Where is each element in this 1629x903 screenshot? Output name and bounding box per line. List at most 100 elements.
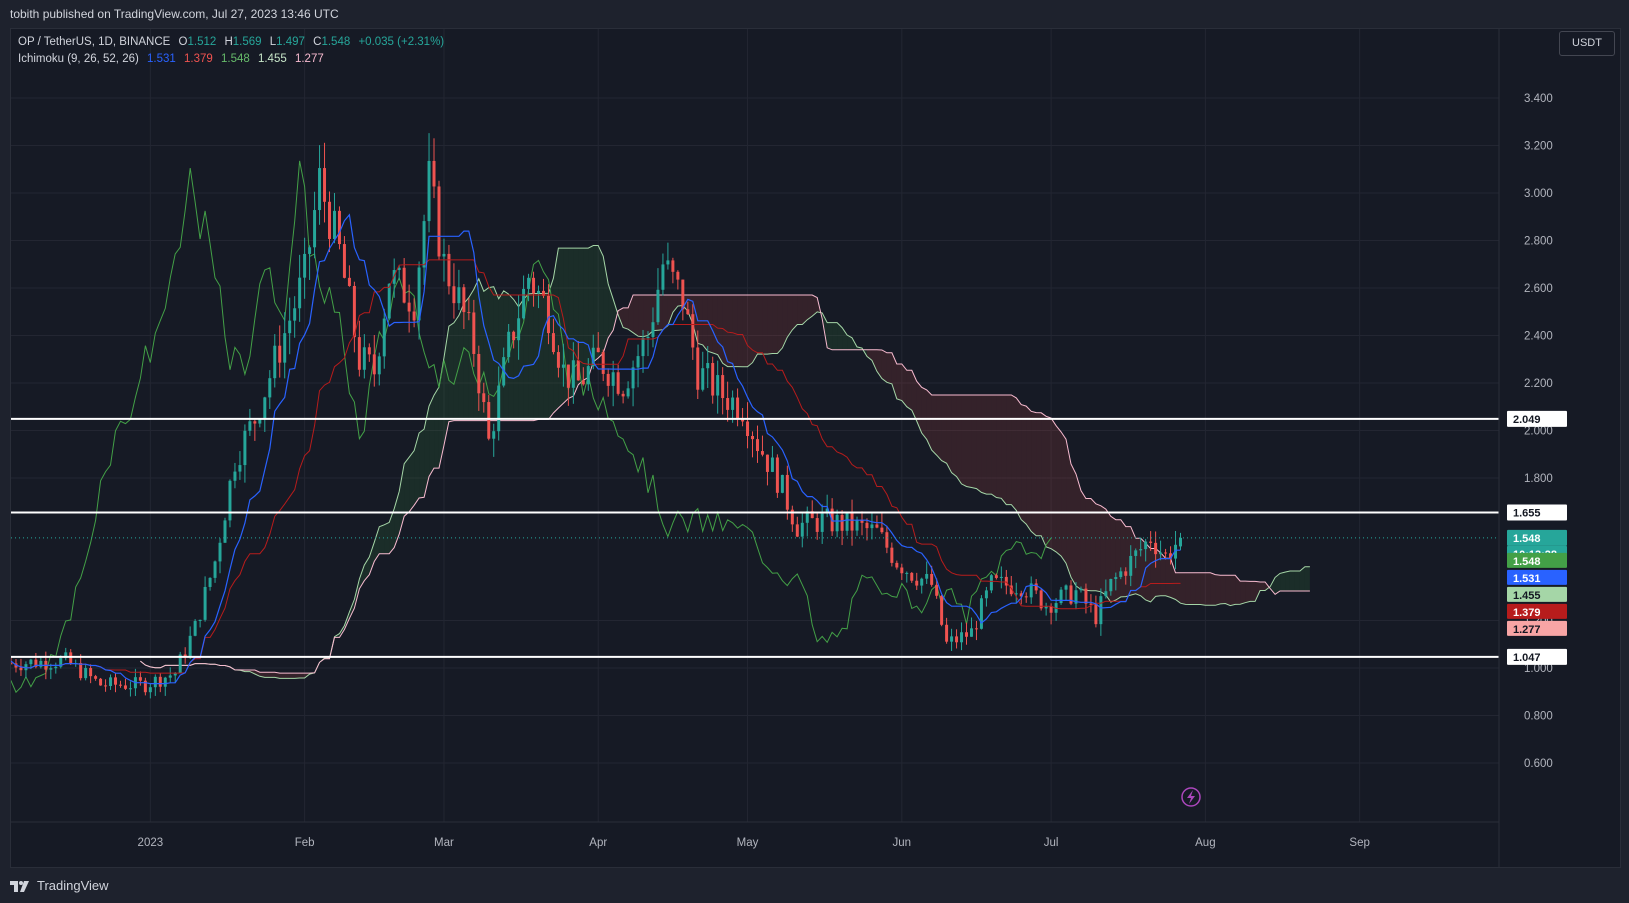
candle[interactable] bbox=[760, 435, 764, 457]
candle[interactable] bbox=[1064, 584, 1068, 601]
candle[interactable] bbox=[721, 367, 725, 415]
candle[interactable] bbox=[109, 674, 113, 690]
candle[interactable] bbox=[1104, 579, 1108, 599]
candle[interactable] bbox=[979, 595, 983, 630]
candle[interactable] bbox=[1119, 567, 1123, 580]
candle[interactable] bbox=[228, 479, 232, 528]
candle[interactable] bbox=[731, 390, 735, 423]
candle[interactable] bbox=[1159, 540, 1163, 561]
candle[interactable] bbox=[571, 342, 575, 404]
candle[interactable] bbox=[492, 423, 496, 457]
candle[interactable] bbox=[795, 516, 799, 538]
candle[interactable] bbox=[477, 345, 481, 411]
candle[interactable] bbox=[49, 663, 53, 680]
candle[interactable] bbox=[661, 253, 665, 296]
candle[interactable] bbox=[193, 619, 197, 637]
candle[interactable] bbox=[452, 263, 456, 319]
candle[interactable] bbox=[527, 273, 531, 302]
candle[interactable] bbox=[915, 572, 919, 590]
candle[interactable] bbox=[860, 511, 864, 536]
candle[interactable] bbox=[845, 512, 849, 536]
candle[interactable] bbox=[298, 254, 302, 322]
candle[interactable] bbox=[999, 566, 1003, 589]
candle[interactable] bbox=[84, 663, 88, 681]
candle[interactable] bbox=[736, 388, 740, 427]
candle[interactable] bbox=[726, 381, 730, 422]
candle[interactable] bbox=[820, 504, 824, 544]
candle[interactable] bbox=[278, 325, 282, 378]
candle[interactable] bbox=[1144, 538, 1148, 562]
chart-area[interactable]: 3.400 3.200 3.000 2.800 2.600 2.400 2.200 2.000… bbox=[10, 28, 1621, 868]
candle[interactable] bbox=[989, 573, 993, 594]
candle[interactable] bbox=[482, 382, 486, 413]
candle[interactable] bbox=[273, 334, 277, 388]
candle[interactable] bbox=[517, 294, 521, 360]
candle[interactable] bbox=[885, 525, 889, 554]
candle[interactable] bbox=[920, 577, 924, 594]
candle[interactable] bbox=[945, 617, 949, 644]
candle[interactable] bbox=[417, 261, 421, 340]
candle[interactable] bbox=[940, 595, 944, 627]
candle[interactable] bbox=[755, 425, 759, 463]
candle[interactable] bbox=[64, 647, 68, 661]
candle[interactable] bbox=[94, 674, 98, 681]
candle[interactable] bbox=[1029, 576, 1033, 604]
candle[interactable] bbox=[1014, 582, 1018, 603]
candle[interactable] bbox=[1024, 592, 1028, 603]
candle[interactable] bbox=[636, 344, 640, 388]
candle[interactable] bbox=[248, 408, 252, 436]
candle[interactable] bbox=[188, 626, 192, 660]
indicator-name[interactable]: Ichimoku (9, 26, 52, 26) bbox=[18, 53, 139, 65]
candle[interactable] bbox=[751, 431, 755, 458]
candle[interactable] bbox=[168, 667, 172, 684]
candle[interactable] bbox=[462, 284, 466, 330]
candle[interactable] bbox=[910, 571, 914, 583]
candle[interactable] bbox=[666, 242, 670, 270]
candle[interactable] bbox=[686, 301, 690, 315]
candle[interactable] bbox=[1129, 545, 1133, 587]
candle[interactable] bbox=[387, 283, 391, 321]
candle[interactable] bbox=[347, 265, 351, 287]
candle[interactable] bbox=[283, 312, 287, 379]
candle[interactable] bbox=[895, 560, 899, 570]
candle[interactable] bbox=[372, 335, 376, 387]
candle[interactable] bbox=[576, 340, 580, 381]
candle[interactable] bbox=[422, 214, 426, 285]
candle[interactable] bbox=[955, 629, 959, 649]
candle[interactable] bbox=[79, 654, 83, 681]
candle[interactable] bbox=[178, 651, 182, 674]
candle[interactable] bbox=[1094, 595, 1098, 628]
candle[interactable] bbox=[457, 269, 461, 310]
candle[interactable] bbox=[467, 297, 471, 321]
candle[interactable] bbox=[522, 275, 526, 320]
candle[interactable] bbox=[332, 192, 336, 244]
candle[interactable] bbox=[253, 419, 257, 441]
candle[interactable] bbox=[1124, 567, 1128, 585]
candle[interactable] bbox=[875, 515, 879, 529]
candle[interactable] bbox=[114, 673, 118, 693]
candle[interactable] bbox=[158, 673, 162, 693]
candle[interactable] bbox=[173, 672, 177, 683]
candle[interactable] bbox=[556, 345, 560, 378]
candle[interactable] bbox=[437, 180, 441, 261]
candle[interactable] bbox=[651, 307, 655, 348]
candle[interactable] bbox=[1074, 582, 1078, 610]
candle[interactable] bbox=[337, 206, 341, 250]
candle[interactable] bbox=[741, 408, 745, 427]
candle[interactable] bbox=[432, 138, 436, 199]
candle[interactable] bbox=[965, 622, 968, 645]
candle[interactable] bbox=[1034, 579, 1038, 595]
candle[interactable] bbox=[512, 330, 516, 349]
candle[interactable] bbox=[377, 352, 381, 386]
candle[interactable] bbox=[532, 271, 536, 307]
candle[interactable] bbox=[1134, 548, 1138, 569]
candle[interactable] bbox=[163, 676, 167, 696]
candle[interactable] bbox=[233, 462, 237, 489]
tradingview-brand[interactable]: TradingView bbox=[10, 878, 109, 893]
candle[interactable] bbox=[1114, 572, 1118, 591]
candle[interactable] bbox=[128, 681, 132, 697]
candle[interactable] bbox=[621, 390, 625, 404]
candle[interactable] bbox=[1179, 532, 1182, 550]
candle[interactable] bbox=[362, 334, 366, 379]
candle[interactable] bbox=[1149, 531, 1153, 551]
